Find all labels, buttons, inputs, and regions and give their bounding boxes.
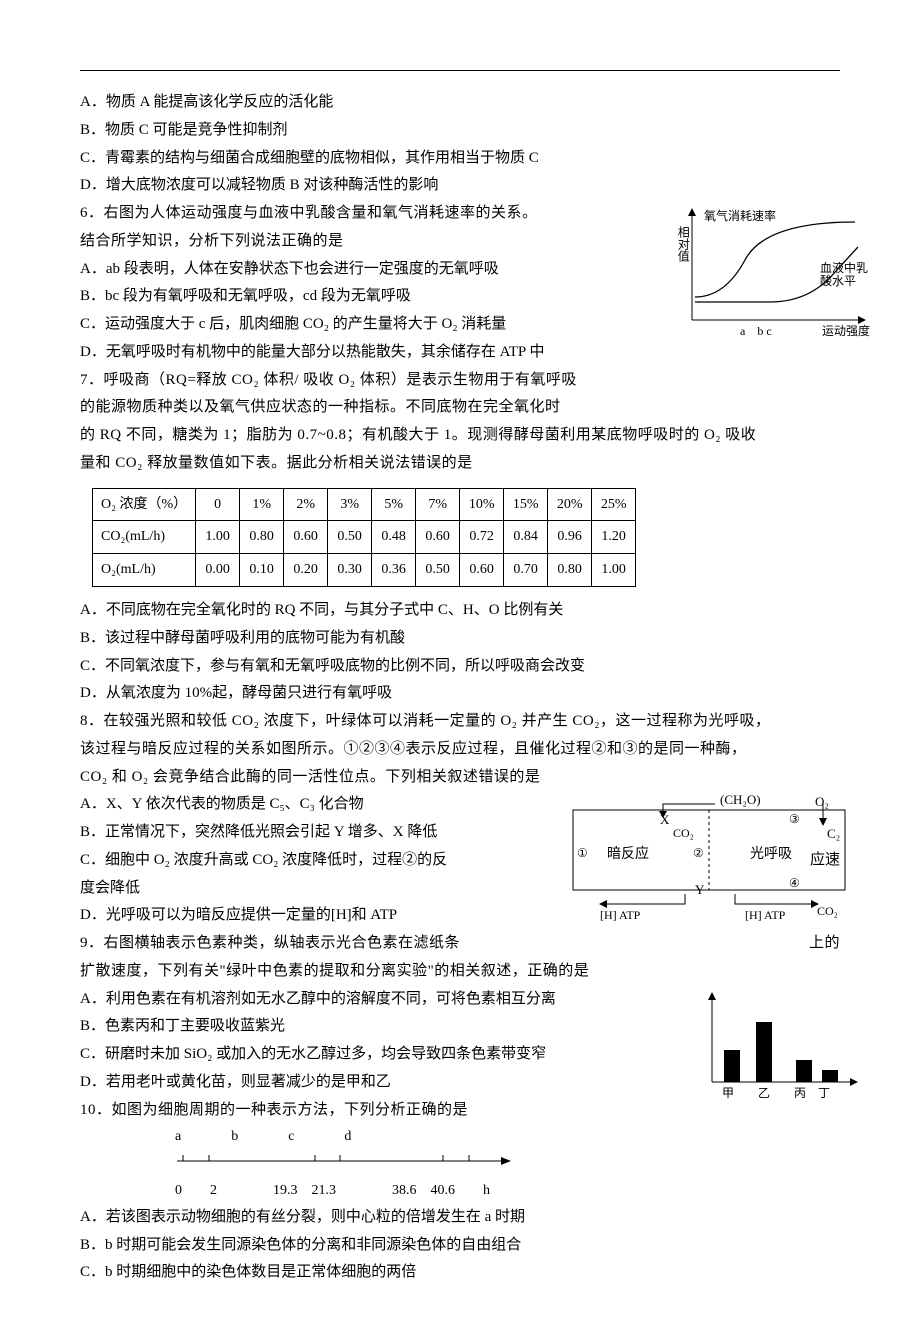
- q8-x: X: [660, 808, 669, 832]
- cell: CO₂(mL/h): [93, 521, 196, 554]
- q5-option-a: A．物质 A 能提高该化学反应的活化能: [80, 89, 840, 117]
- q8-bl: [H] ATP: [600, 904, 640, 926]
- cell: 0.30: [328, 554, 372, 587]
- q8-option-c-left: C．细胞中 O₂ 浓度升高或 CO₂ 浓度降低时，过程②的反: [80, 847, 447, 875]
- q10-option-a: A．若该图表示动物细胞的有丝分裂，则中心粒的倍增发生在 a 时期: [80, 1204, 840, 1232]
- q10-option-b: B．b 时期可能会发生同源染色体的分离和非同源染色体的自由组合: [80, 1232, 840, 1260]
- cell: 0.36: [372, 554, 416, 587]
- cell: 0.50: [328, 521, 372, 554]
- cell: 25%: [592, 488, 636, 521]
- cell: 1%: [240, 488, 284, 521]
- q8-m2: ②: [693, 842, 704, 864]
- q10-axis-numbers: 0 2 19.3 21.3 38.6 40.6 h: [175, 1178, 840, 1204]
- cell: 15%: [504, 488, 548, 521]
- cell: 1.00: [592, 554, 636, 587]
- q9-stem-1-left: 9．右图横轴表示色素种类，纵轴表示光合色素在滤纸条: [80, 930, 460, 958]
- question-10: 10．如图为细胞周期的一种表示方法，下列分析正确的是 a b c d 0 2 1…: [80, 1097, 840, 1288]
- q7-table: O₂ 浓度（%） 0 1% 2% 3% 5% 7% 10% 15% 20% 25…: [92, 488, 636, 588]
- cell: 0.60: [416, 521, 460, 554]
- cell: 0.60: [460, 554, 504, 587]
- q8-o2: O₂: [815, 790, 829, 814]
- q8-m4: ④: [789, 872, 800, 894]
- q5-option-d: D．增大底物浓度可以减轻物质 B 对该种酶活性的影响: [80, 172, 840, 200]
- q7-option-d: D．从氧浓度为 10%起，酵母菌只进行有氧呼吸: [80, 680, 840, 708]
- q6-y-label: 相对值: [672, 226, 694, 262]
- question-7: 7．呼吸商（RQ=释放 CO₂ 体积/ 吸收 O₂ 体积）是表示生物用于有氧呼吸…: [80, 367, 840, 709]
- q8-stem-1: 8．在较强光照和较低 CO₂ 浓度下，叶绿体可以消耗一定量的 O₂ 并产生 CO…: [80, 708, 840, 736]
- q8-ch2o: (CH₂O): [720, 788, 761, 812]
- cell: O₂ 浓度（%）: [93, 488, 196, 521]
- q9-stem-2: 扩散速度，下列有关"绿叶中色素的提取和分离实验"的相关叙述，正确的是: [80, 958, 840, 986]
- cell: 20%: [548, 488, 592, 521]
- q8-right-box: 光呼吸: [750, 842, 792, 868]
- q6-x-label: 运动强度: [822, 320, 870, 342]
- cell: 2%: [284, 488, 328, 521]
- question-6: 相对值 氧气消耗速率 血液中乳酸水平 a b c 运动强度 6．右图为人体运动强…: [80, 200, 840, 367]
- question-9: 甲 乙 丙 丁 9．右图横轴表示色素种类，纵轴表示光合色素在滤纸条 上的 扩散速…: [80, 930, 840, 1097]
- q9-figure: 甲 乙 丙 丁: [700, 990, 860, 1100]
- cell: 0.10: [240, 554, 284, 587]
- table-row: O₂ 浓度（%） 0 1% 2% 3% 5% 7% 10% 15% 20% 25…: [93, 488, 636, 521]
- q6-figure: 相对值 氧气消耗速率 血液中乳酸水平 a b c 运动强度: [670, 202, 870, 342]
- q8-y: Y: [695, 878, 704, 902]
- q8-co2-br: CO₂: [817, 900, 838, 922]
- cell: 0.50: [416, 554, 460, 587]
- q6-option-d: D．无氧呼吸时有机物中的能量大部分以热能散失，其余储存在 ATP 中: [80, 339, 840, 367]
- q7-stem-4: 量和 CO₂ 释放量数值如下表。据此分析相关说法错误的是: [80, 450, 840, 478]
- q7-stem-1: 7．呼吸商（RQ=释放 CO₂ 体积/ 吸收 O₂ 体积）是表示生物用于有氧呼吸: [80, 367, 840, 395]
- q7-option-b: B．该过程中酵母菌呼吸利用的底物可能为有机酸: [80, 625, 840, 653]
- cell: 0.96: [548, 521, 592, 554]
- table-row: CO₂(mL/h) 1.00 0.80 0.60 0.50 0.48 0.60 …: [93, 521, 636, 554]
- cell: 0.00: [196, 554, 240, 587]
- cell: 0.70: [504, 554, 548, 587]
- cell: 10%: [460, 488, 504, 521]
- table-row: O₂(mL/h) 0.00 0.10 0.20 0.30 0.36 0.50 0…: [93, 554, 636, 587]
- q10-axis-letters: a b c d: [175, 1124, 840, 1150]
- cell: 0.48: [372, 521, 416, 554]
- q7-option-c: C．不同氧浓度下，参与有氧和无氧呼吸底物的比例不同，所以呼吸商会改变: [80, 653, 840, 681]
- q6-ticks: a b c: [740, 320, 772, 342]
- q6-curve1-label: 氧气消耗速率: [704, 210, 776, 223]
- cell: 5%: [372, 488, 416, 521]
- q10-axis-figure: a b c d 0 2 19.3 21.3 38.6 40.6 h: [175, 1124, 840, 1204]
- q5-option-c: C．青霉素的结构与细菌合成细胞壁的底物相似，其作用相当于物质 C: [80, 145, 840, 173]
- cell: O₂(mL/h): [93, 554, 196, 587]
- q9-stem-1-right: 上的: [809, 930, 840, 958]
- cell: 0.60: [284, 521, 328, 554]
- q8-stem-2: 该过程与暗反应过程的关系如图所示。①②③④表示反应过程，且催化过程②和③的是同一…: [80, 736, 840, 764]
- q10-axis-svg: [175, 1151, 515, 1167]
- q8-c2: C₂: [827, 822, 840, 846]
- cell: 0: [196, 488, 240, 521]
- cell: 0.84: [504, 521, 548, 554]
- cell: 1.00: [196, 521, 240, 554]
- q6-curve2-label: 血液中乳酸水平: [820, 262, 870, 288]
- question-5: A．物质 A 能提高该化学反应的活化能 B．物质 C 可能是竞争性抑制剂 C．青…: [80, 89, 840, 200]
- q8-left-box: 暗反应: [607, 842, 649, 868]
- cell: 0.72: [460, 521, 504, 554]
- cell: 3%: [328, 488, 372, 521]
- q8-m1: ①: [577, 842, 588, 864]
- q5-option-b: B．物质 C 可能是竞争性抑制剂: [80, 117, 840, 145]
- q8-m3: ③: [789, 808, 800, 830]
- q10-option-c: C．b 时期细胞中的染色体数目是正常体细胞的两倍: [80, 1259, 840, 1287]
- question-8: 8．在较强光照和较低 CO₂ 浓度下，叶绿体可以消耗一定量的 O₂ 并产生 CO…: [80, 708, 840, 930]
- cell: 0.80: [548, 554, 592, 587]
- q9-stem-1-row: 9．右图横轴表示色素种类，纵轴表示光合色素在滤纸条 上的: [80, 930, 840, 958]
- q7-option-a: A．不同底物在完全氧化时的 RQ 不同，与其分子式中 C、H、O 比例有关: [80, 597, 840, 625]
- header-rule: [80, 70, 840, 71]
- q10-stem: 10．如图为细胞周期的一种表示方法，下列分析正确的是: [80, 1097, 840, 1125]
- q7-stem-2: 的能源物质种类以及氧气供应状态的一种指标。不同底物在完全氧化时: [80, 394, 840, 422]
- q8-br: [H] ATP: [745, 904, 785, 926]
- cell: 7%: [416, 488, 460, 521]
- cell: 0.20: [284, 554, 328, 587]
- q8-figure: (CH₂O) X Y O₂ C₂ CO₂ 暗反应 光呼吸 ① ② ③ ④ [H]…: [565, 792, 855, 922]
- cell: 1.20: [592, 521, 636, 554]
- cell: 0.80: [240, 521, 284, 554]
- q8-co2-top: CO₂: [673, 822, 694, 844]
- q7-stem-3: 的 RQ 不同，糖类为 1；脂肪为 0.7~0.8；有机酸大于 1。现测得酵母菌…: [80, 422, 840, 450]
